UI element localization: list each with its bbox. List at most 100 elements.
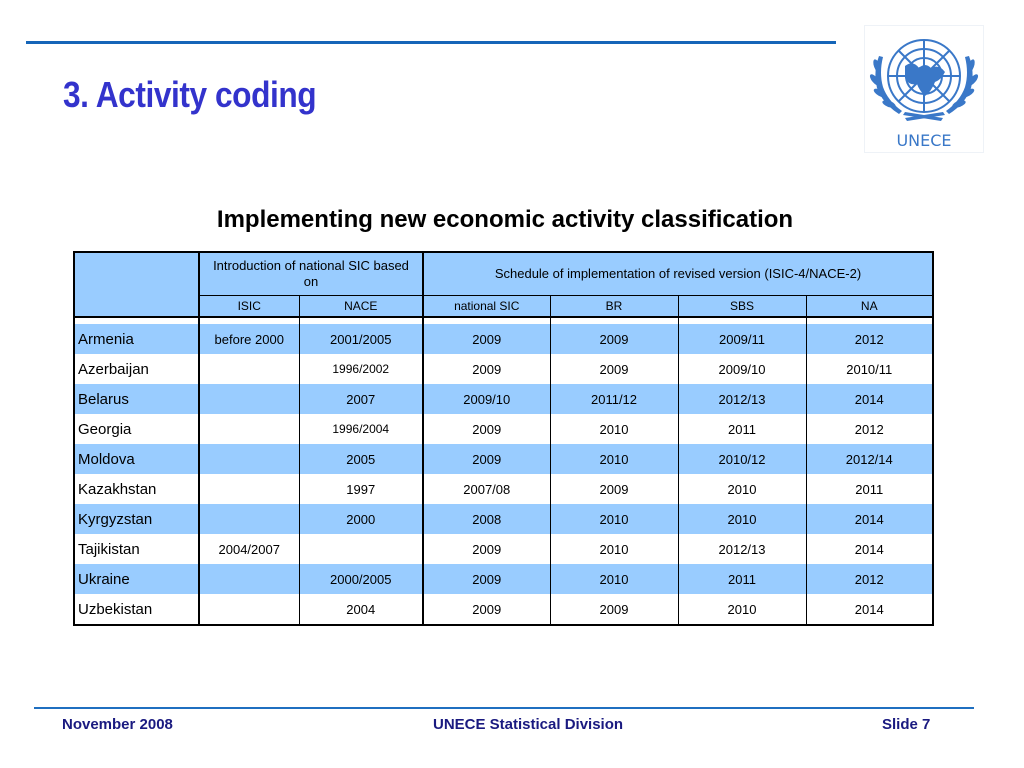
nace-cell: 1996/2004 (299, 414, 424, 444)
country-cell: Azerbaijan (73, 354, 200, 384)
sbs-cell: 2010 (678, 594, 807, 626)
table-row: Azerbaijan 1996/2002 2009 2009 2009/10 2010/1… (73, 354, 934, 384)
country-cell: Ukraine (73, 564, 200, 594)
br-cell: 2010 (550, 504, 679, 534)
header-sbs: SBS (678, 295, 807, 318)
isic-cell (199, 474, 300, 504)
table-row: Kyrgyzstan 2000 2008 2010 2010 2014 (73, 504, 934, 534)
isic-cell (199, 504, 300, 534)
na-cell: 2014 (806, 384, 934, 414)
br-cell: 2010 (550, 414, 679, 444)
national-sic-cell: 2009/10 (423, 384, 551, 414)
isic-cell (199, 414, 300, 444)
na-cell: 2014 (806, 504, 934, 534)
slide-title: 3. Activity coding (63, 74, 317, 115)
unece-logo: UNECE (864, 25, 984, 153)
na-cell: 2012 (806, 564, 934, 594)
national-sic-cell: 2009 (423, 354, 551, 384)
footer-rule (34, 707, 974, 709)
na-cell: 2014 (806, 594, 934, 626)
na-cell: 2012 (806, 324, 934, 354)
na-cell: 2012/14 (806, 444, 934, 474)
na-cell: 2012 (806, 414, 934, 444)
national-sic-cell: 2009 (423, 594, 551, 626)
nace-cell: 2005 (299, 444, 424, 474)
isic-cell (199, 444, 300, 474)
header-row-groups: Introduction of national SIC based on Sc… (73, 251, 934, 318)
isic-cell: before 2000 (199, 324, 300, 354)
top-rule (26, 41, 836, 44)
table-row: Moldova 2005 2009 2010 2010/12 2012/14 (73, 444, 934, 474)
br-cell: 2009 (550, 474, 679, 504)
nace-cell (299, 534, 424, 564)
country-cell: Tajikistan (73, 534, 200, 564)
isic-cell (199, 594, 300, 626)
nace-cell: 2007 (299, 384, 424, 414)
national-sic-cell: 2008 (423, 504, 551, 534)
nace-cell: 1997 (299, 474, 424, 504)
table-row: Ukraine 2000/2005 2009 2010 2011 2012 (73, 564, 934, 594)
country-cell: Belarus (73, 384, 200, 414)
header-na: NA (806, 295, 934, 318)
table-row: Belarus 2007 2009/10 2011/12 2012/13 2014 (73, 384, 934, 414)
br-cell: 2009 (550, 324, 679, 354)
national-sic-cell: 2009 (423, 564, 551, 594)
header-schedule-group: Schedule of implementation of revised ve… (423, 251, 934, 296)
header-corner-cell (73, 251, 200, 318)
na-cell: 2010/11 (806, 354, 934, 384)
header-isic: ISIC (199, 295, 300, 318)
nace-cell: 2004 (299, 594, 424, 626)
logo-text: UNECE (896, 131, 952, 150)
header-row-columns: ISIC NACE national SIC BR SBS NA (74, 295, 934, 318)
sbs-cell: 2009/11 (678, 324, 807, 354)
country-cell: Uzbekistan (73, 594, 200, 626)
isic-cell (199, 354, 300, 384)
nace-cell: 2000/2005 (299, 564, 424, 594)
footer-date: November 2008 (62, 716, 173, 733)
nace-cell: 2001/2005 (299, 324, 424, 354)
isic-cell (199, 564, 300, 594)
sbs-cell: 2011 (678, 414, 807, 444)
br-cell: 2011/12 (550, 384, 679, 414)
spacer-row (73, 317, 934, 324)
sbs-cell: 2010 (678, 474, 807, 504)
table-title: Implementing new economic activity class… (216, 206, 794, 233)
country-cell: Moldova (73, 444, 200, 474)
table-row: Tajikistan 2004/2007 2009 2010 2012/13 2014 (73, 534, 934, 564)
nace-cell: 1996/2002 (299, 354, 424, 384)
national-sic-cell: 2007/08 (423, 474, 551, 504)
br-cell: 2010 (550, 534, 679, 564)
na-cell: 2014 (806, 534, 934, 564)
table-row: Kazakhstan 1997 2007/08 2009 2010 2011 (73, 474, 934, 504)
national-sic-cell: 2009 (423, 324, 551, 354)
national-sic-cell: 2009 (423, 534, 551, 564)
sbs-cell: 2012/13 (678, 534, 807, 564)
br-cell: 2010 (550, 444, 679, 474)
table-row: Armenia before 2000 2001/2005 2009 2009 2009/… (73, 324, 934, 354)
br-cell: 2010 (550, 564, 679, 594)
footer-organization: UNECE Statistical Division (433, 716, 624, 733)
table-body: Armenia before 2000 2001/2005 2009 2009 2009/… (73, 324, 934, 626)
header-intro-group: Introduction of national SIC based on (199, 251, 424, 296)
un-emblem-icon (869, 39, 979, 121)
nace-cell: 2000 (299, 504, 424, 534)
table-row: Uzbekistan 2004 2009 2009 2010 2014 (73, 594, 934, 626)
activity-classification-table: Introduction of national SIC based on Sc… (73, 251, 934, 626)
national-sic-cell: 2009 (423, 414, 551, 444)
header-br: BR (550, 295, 679, 318)
country-cell: Georgia (73, 414, 200, 444)
country-cell: Kazakhstan (73, 474, 200, 504)
isic-cell: 2004/2007 (199, 534, 300, 564)
br-cell: 2009 (550, 354, 679, 384)
country-cell: Armenia (73, 324, 200, 354)
national-sic-cell: 2009 (423, 444, 551, 474)
sbs-cell: 2010 (678, 504, 807, 534)
sbs-cell: 2009/10 (678, 354, 807, 384)
br-cell: 2009 (550, 594, 679, 626)
sbs-cell: 2010/12 (678, 444, 807, 474)
country-cell: Kyrgyzstan (73, 504, 200, 534)
footer-slide-number: Slide 7 (882, 716, 931, 733)
sbs-cell: 2012/13 (678, 384, 807, 414)
sbs-cell: 2011 (678, 564, 807, 594)
header-national-sic: national SIC (423, 295, 551, 318)
